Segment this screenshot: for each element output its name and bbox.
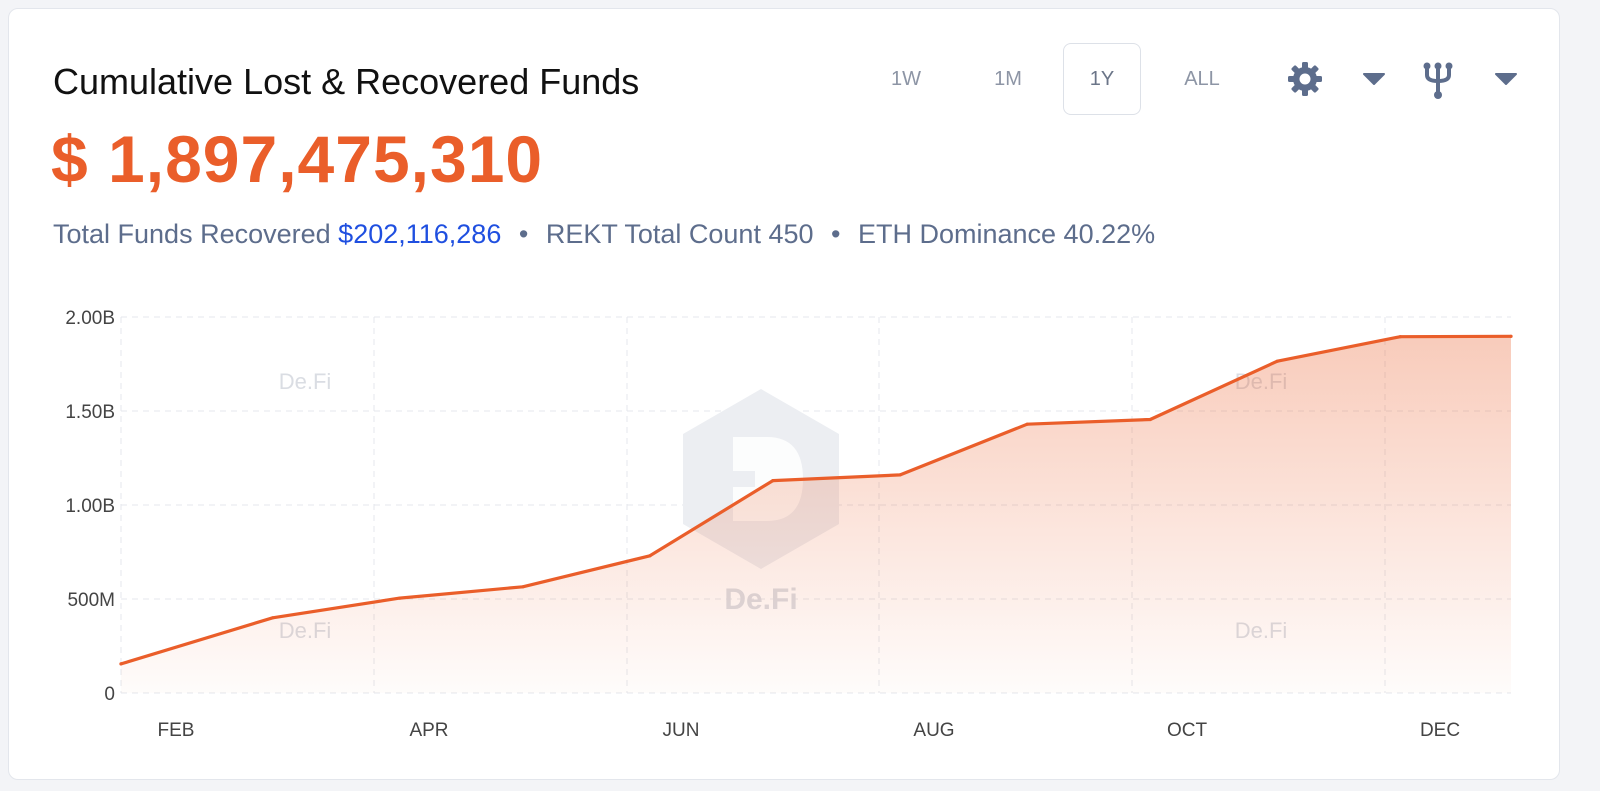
series-line <box>119 334 1513 666</box>
recovered-label: Total Funds Recovered <box>53 219 331 249</box>
data-point <box>1148 417 1152 422</box>
stats-line: Total Funds Recovered $202,116,286 • REK… <box>53 219 1155 250</box>
x-tick-label: FEB <box>158 720 195 741</box>
data-point <box>119 662 123 666</box>
data-point <box>1275 359 1279 363</box>
data-point <box>398 596 402 600</box>
y-tick-label: 2.00B <box>65 308 115 329</box>
x-tick-label: JUN <box>663 720 700 741</box>
range-1y-button[interactable]: 1Y <box>1063 43 1141 115</box>
range-1m-button[interactable]: 1M <box>994 67 1022 90</box>
data-point <box>1509 334 1513 338</box>
fork-icon[interactable] <box>1421 61 1455 101</box>
logo-notch <box>733 471 755 487</box>
recovered-value[interactable]: $202,116,286 <box>338 219 502 249</box>
x-tick-label: OCT <box>1167 720 1208 741</box>
x-tick-label: AUG <box>913 720 954 741</box>
y-tick-label: 1.00B <box>65 496 115 517</box>
settings-dropdown-icon[interactable] <box>1363 71 1385 87</box>
chart-title: Cumulative Lost & Recovered Funds <box>53 61 640 102</box>
total-value: $ 1,897,475,310 <box>51 122 544 196</box>
fork-dropdown-icon[interactable] <box>1495 71 1517 87</box>
y-tick-label: 1.50B <box>65 402 115 423</box>
eth-dominance: ETH Dominance 40.22% <box>857 219 1156 249</box>
data-point <box>271 616 275 620</box>
rekt-count: REKT Total Count 450 <box>545 219 814 249</box>
data-point <box>771 479 775 483</box>
range-1w-button[interactable]: 1W <box>891 67 921 90</box>
watermark-label: De.Fi <box>279 369 332 394</box>
y-tick-label: 0 <box>104 684 115 705</box>
series-area <box>121 336 1511 693</box>
gear-icon[interactable] <box>1285 59 1325 99</box>
data-point <box>1025 422 1029 426</box>
data-point <box>898 473 902 477</box>
y-tick-label: 500M <box>67 590 115 611</box>
separator-dot: • <box>518 219 529 249</box>
x-tick-label: APR <box>409 720 448 741</box>
separator-dot: • <box>831 219 841 249</box>
data-point <box>521 585 525 589</box>
range-all-button[interactable]: ALL <box>1184 67 1220 90</box>
area-chart: De.FiDe.FiDe.FiDe.FiDe.Fi 0500M1.00B1.50… <box>65 308 1513 741</box>
data-point <box>1398 335 1402 339</box>
x-tick-label: DEC <box>1420 720 1460 741</box>
chart-card: Cumulative Lost & Recovered Funds $ 1,89… <box>8 8 1560 780</box>
data-point <box>648 554 652 558</box>
